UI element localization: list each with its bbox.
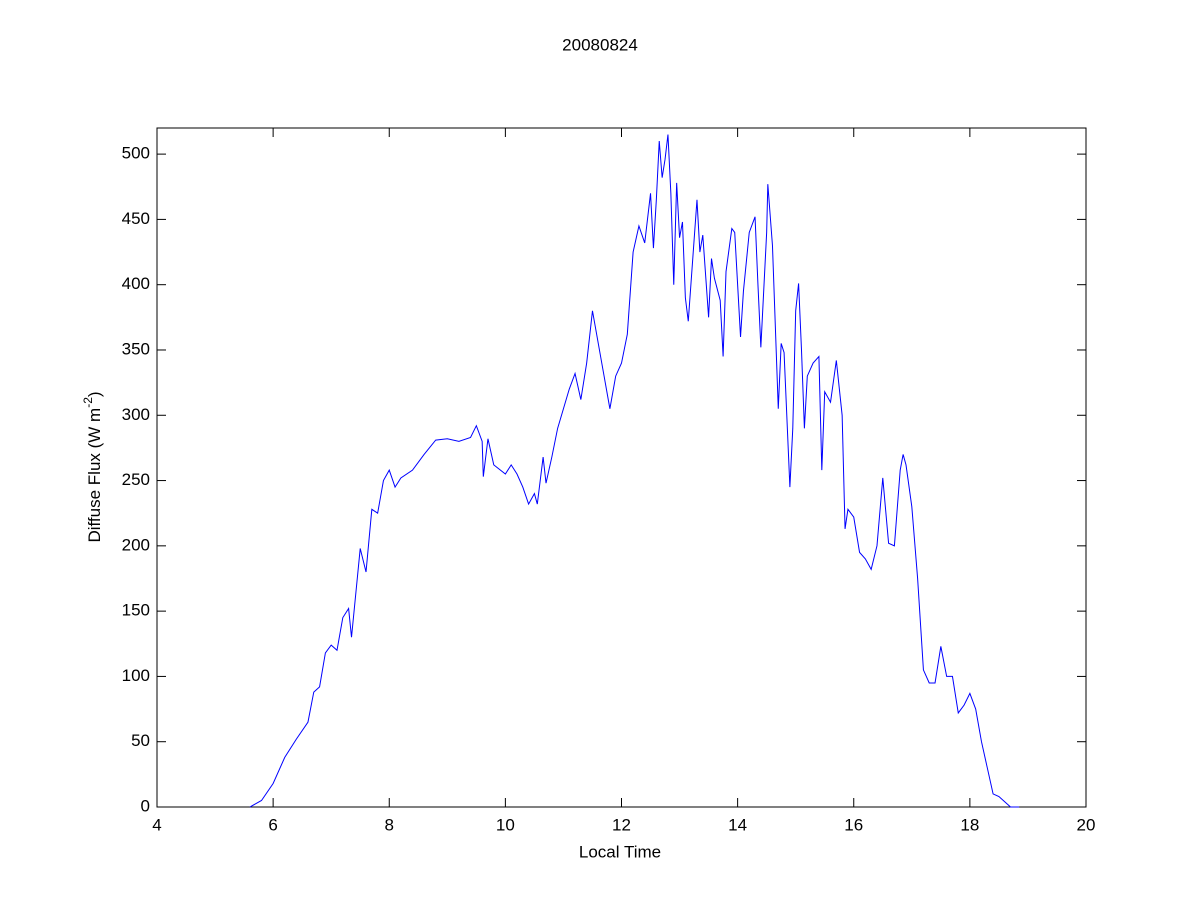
y-tick-label: 300 [122,405,150,424]
y-axis-label: Diffuse Flux (W m-2) [81,391,104,542]
y-tick-label: 100 [122,666,150,685]
x-tick-label: 8 [385,815,394,834]
x-tick-label: 4 [152,815,161,834]
plot-frame [156,127,1087,808]
y-tick-label: 50 [131,731,150,750]
y-label-superscript: -2 [81,397,95,408]
data-line [249,134,1020,808]
y-tick-label: 0 [141,796,150,815]
x-tick-label: 10 [496,815,515,834]
y-label-text: Diffuse Flux (W m [85,408,104,543]
y-tick-label: 150 [122,601,150,620]
x-tick-label: 14 [728,815,747,834]
x-tick-label: 20 [1077,815,1096,834]
y-tick-label: 400 [122,274,150,293]
chart-title: 20080824 [562,35,638,54]
x-tick-label: 12 [612,815,631,834]
y-tick-label: 250 [122,470,150,489]
y-tick-label: 450 [122,209,150,228]
y-tick-label: 200 [122,535,150,554]
y-tick-label: 350 [122,339,150,358]
x-tick-label: 16 [844,815,863,834]
x-tick-label: 18 [960,815,979,834]
y-label-close: ) [85,391,104,397]
y-tick-label: 500 [122,144,150,163]
x-axis-label: Local Time [579,842,661,861]
x-tick-label: 6 [268,815,277,834]
